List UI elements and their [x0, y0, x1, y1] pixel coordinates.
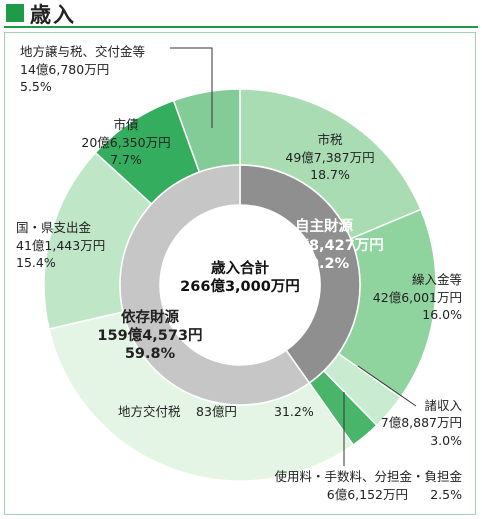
- heading-rule: [4, 26, 478, 28]
- label-shisai-name: 市債: [113, 117, 138, 132]
- label-shiyoryo-name: 使用料・手数料、分担金・負担金: [274, 469, 462, 484]
- leader-line-chiho-joyo: [170, 47, 213, 128]
- label-jishu-amount: 106億8,427万円: [264, 236, 384, 254]
- label-shisai-amount: 20億6,350万円: [81, 135, 170, 150]
- donut-center: [160, 205, 320, 365]
- label-kofuzei-name: 地方交付税: [118, 404, 181, 419]
- label-shoshunyu-percent: 3.0%: [430, 433, 462, 448]
- section-heading: 歳入: [4, 0, 478, 30]
- label-kuriire-amount: 42億6,001万円: [373, 290, 462, 305]
- label-kofuzei-percent: 31.2%: [274, 404, 314, 419]
- heading-square-icon: [6, 4, 24, 22]
- total-label: 歳入合計: [211, 259, 269, 277]
- total-value: 266億3,000万円: [180, 277, 300, 295]
- label-shizei-name: 市税: [317, 132, 343, 147]
- leader-line-shoshunyu: [357, 365, 417, 407]
- chart-frame: [4, 32, 476, 515]
- label-shisai-percent: 7.7%: [110, 152, 142, 167]
- heading-title: 歳入: [30, 3, 76, 27]
- label-chiho-joyo-percent: 5.5%: [20, 79, 52, 94]
- label-chiho-joyo-name: 地方譲与税、交付金等: [20, 44, 145, 59]
- label-shoshunyu-name: 諸収入: [424, 398, 462, 413]
- label-shizei-amount: 49億7,387万円: [285, 150, 374, 165]
- label-izon-name: 依存財源: [121, 308, 179, 326]
- label-kokken-percent: 15.4%: [16, 255, 56, 270]
- label-shiyoryo-amount: 6億6,152万円: [327, 487, 408, 502]
- label-shoshunyu-amount: 7億8,887万円: [381, 415, 462, 430]
- label-kokken-name: 国・県支出金: [16, 220, 92, 235]
- label-izon-percent: 59.8%: [125, 346, 176, 362]
- label-kofuzei-amount: 83億円: [196, 404, 237, 419]
- label-kuriire-name: 繰入金等: [412, 272, 462, 287]
- label-shizei-percent: 18.7%: [310, 167, 350, 182]
- label-izon-amount: 159億4,573円: [97, 326, 202, 344]
- label-jishu-name: 自主財源: [295, 217, 353, 235]
- label-chiho-joyo-amount: 14億6,780万円: [20, 62, 109, 77]
- label-kuriire-percent: 16.0%: [422, 307, 462, 322]
- label-shiyoryo-percent: 2.5%: [430, 487, 462, 502]
- label-jishu-percent: 40.2%: [299, 256, 350, 272]
- label-kokken-amount: 41億1,443万円: [16, 238, 105, 253]
